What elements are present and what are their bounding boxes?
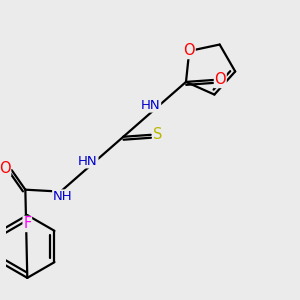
Text: O: O — [0, 160, 11, 175]
Text: O: O — [183, 44, 195, 59]
Text: O: O — [214, 73, 226, 88]
Text: HN: HN — [78, 155, 98, 168]
Text: NH: NH — [53, 190, 72, 203]
Text: S: S — [153, 127, 162, 142]
Text: F: F — [23, 217, 32, 232]
Text: HN: HN — [141, 99, 161, 112]
